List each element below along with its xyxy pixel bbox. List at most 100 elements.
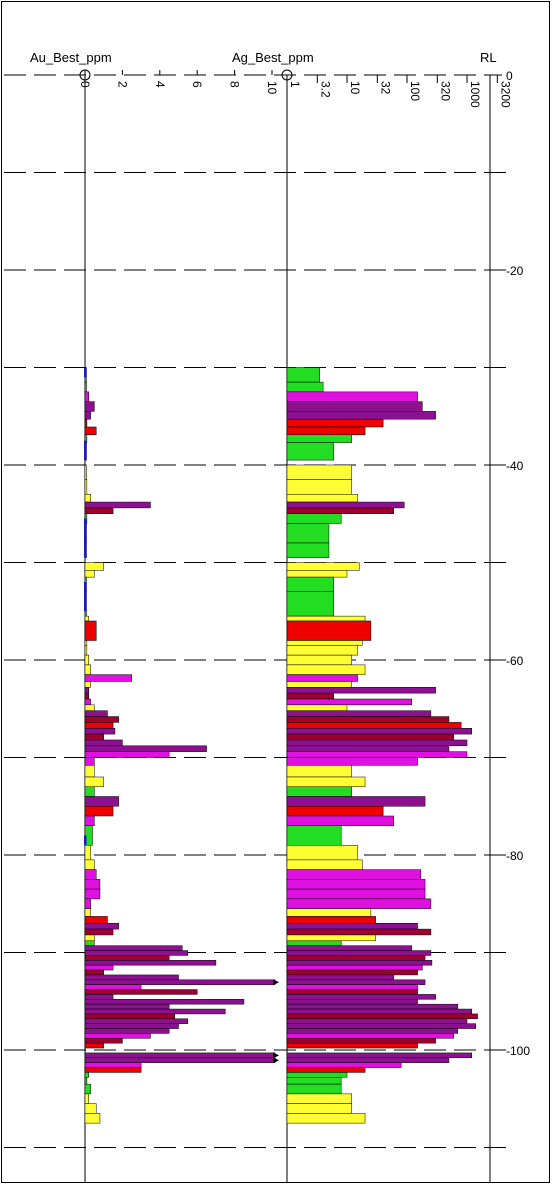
rl-axis-title: RL bbox=[480, 50, 497, 65]
au-grade-bar bbox=[84, 859, 95, 870]
ag-tick-label: 10 bbox=[348, 81, 362, 95]
au-grade-bar bbox=[84, 728, 116, 735]
ag-grade-bar bbox=[286, 1057, 450, 1063]
ag-grade-bar bbox=[286, 879, 426, 890]
au-grade-bar bbox=[84, 645, 88, 656]
ag-grade-bar bbox=[286, 989, 418, 995]
rl-tick-label: -40 bbox=[506, 459, 524, 473]
au-grade-bar bbox=[84, 391, 89, 402]
au-grade-bar bbox=[84, 1008, 226, 1015]
au-grade-bar bbox=[84, 1042, 104, 1049]
ag-grade-bar bbox=[286, 687, 436, 694]
ag-grade-bar bbox=[286, 969, 418, 976]
ag-grade-bar bbox=[286, 765, 353, 778]
ag-grade-bar bbox=[286, 576, 334, 592]
au-detection-limit-marker bbox=[84, 440, 87, 461]
au-grade-bar bbox=[84, 879, 101, 890]
au-grade-bar bbox=[84, 1093, 89, 1104]
ag-grade-bar bbox=[286, 591, 334, 617]
au-tick-label: 6 bbox=[190, 81, 204, 88]
au-grade-bar bbox=[84, 1057, 276, 1063]
rl-tick-label: -20 bbox=[506, 264, 524, 278]
rl-tick-label: 0 bbox=[506, 69, 513, 83]
ag-grade-bar bbox=[286, 692, 334, 700]
au-grade-bar bbox=[84, 1023, 179, 1029]
ag-grade-bar bbox=[286, 1038, 436, 1044]
ag-grade-bar bbox=[286, 704, 348, 711]
ag-grade-bar bbox=[286, 1093, 353, 1104]
ag-grade-bar bbox=[286, 1083, 342, 1095]
au-grade-bar bbox=[84, 381, 87, 393]
au-grade-bar bbox=[84, 1033, 151, 1039]
ag-tick-label: 320 bbox=[438, 81, 452, 101]
ag-grade-bar bbox=[286, 739, 468, 747]
au-grade-bar bbox=[84, 411, 91, 420]
ag-tick-label: 3.2 bbox=[318, 81, 332, 98]
ag-grade-bar bbox=[286, 960, 433, 966]
au-tick-label: 0 bbox=[78, 81, 92, 88]
au-detection-limit-marker bbox=[84, 835, 87, 846]
ag-grade-bar bbox=[286, 1062, 402, 1068]
ag-grade-bar bbox=[286, 916, 376, 924]
ag-grade-bar bbox=[286, 1013, 478, 1020]
ag-axis-title: Ag_Best_ppm bbox=[232, 50, 314, 65]
au-grade-bar bbox=[84, 1013, 176, 1020]
au-grade-bar bbox=[84, 815, 95, 826]
au-grade-bar bbox=[84, 739, 123, 747]
ag-grade-bar bbox=[286, 1003, 458, 1010]
ag-tick-label: 3200 bbox=[498, 81, 512, 108]
au-grade-bar bbox=[84, 1038, 123, 1044]
au-grade-bar bbox=[84, 955, 170, 961]
au-grade-bar bbox=[84, 1067, 142, 1073]
au-grade-bar bbox=[84, 562, 104, 571]
ag-grade-bar bbox=[286, 681, 353, 688]
au-tick-label: 4 bbox=[153, 81, 167, 88]
ag-grade-bar bbox=[286, 411, 436, 420]
ag-grade-bar bbox=[286, 507, 394, 514]
ag-grade-bar bbox=[286, 442, 334, 461]
au-grade-bar bbox=[84, 969, 104, 976]
au-grade-bar bbox=[84, 1052, 276, 1059]
au-grade-bar bbox=[84, 494, 91, 503]
ag-grade-bar bbox=[286, 898, 432, 909]
au-grade-bar bbox=[84, 994, 114, 1000]
ag-grade-bar bbox=[286, 615, 366, 622]
au-grade-bar bbox=[84, 786, 95, 797]
au-grade-bar bbox=[84, 934, 95, 942]
au-grade-bar bbox=[84, 501, 151, 509]
ag-grade-bar bbox=[286, 1052, 473, 1059]
ag-grade-bar bbox=[286, 523, 330, 544]
ag-grade-bar bbox=[286, 888, 426, 900]
ag-grade-bar bbox=[286, 418, 384, 428]
ag-grade-bar bbox=[286, 964, 423, 971]
ag-grade-bar bbox=[286, 974, 394, 981]
ag-grade-bar bbox=[286, 542, 330, 558]
ag-grade-bar bbox=[286, 908, 372, 917]
au-grade-bar bbox=[84, 888, 101, 900]
ag-grade-bar bbox=[286, 426, 366, 436]
au-grade-bar bbox=[84, 664, 91, 675]
au-grade-bar bbox=[84, 984, 142, 990]
au-grade-bar bbox=[84, 1062, 142, 1068]
ag-grade-bar bbox=[286, 1113, 366, 1124]
au-grade-bar bbox=[84, 570, 95, 578]
au-grade-bar bbox=[84, 1103, 97, 1114]
ag-grade-bar bbox=[286, 945, 413, 951]
au-grade-bar bbox=[84, 418, 88, 428]
au-grade-bar bbox=[84, 687, 89, 694]
au-grade-bar bbox=[84, 757, 95, 766]
ag-grade-bar bbox=[286, 757, 418, 766]
au-grade-bar bbox=[84, 945, 183, 951]
au-grade-bar bbox=[84, 692, 89, 700]
ag-grade-bar bbox=[286, 381, 324, 393]
ag-grade-bar bbox=[286, 869, 422, 880]
au-tick-label: 2 bbox=[115, 81, 129, 88]
ag-tick-label: 100 bbox=[408, 81, 422, 101]
au-grade-bar bbox=[84, 733, 104, 741]
ag-grade-bar bbox=[286, 513, 342, 524]
ag-grade-bar bbox=[286, 367, 320, 383]
ag-grade-bar bbox=[286, 1042, 418, 1049]
ag-grade-bar bbox=[286, 796, 426, 807]
au-detection-limit-marker bbox=[84, 367, 87, 378]
